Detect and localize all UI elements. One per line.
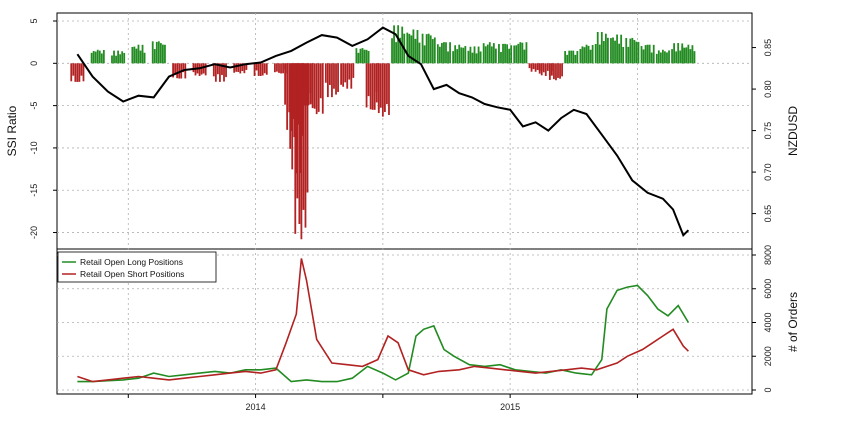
bottom-right-tick-label: 2000 (763, 346, 773, 366)
ssi-bars (70, 25, 696, 240)
bottom-right-tick-label: 4000 (763, 312, 773, 332)
orders-lines-group (77, 258, 690, 383)
legend-box (57, 251, 217, 283)
top-right-tick-label: 0.75 (763, 122, 773, 140)
x-tick-label: 2014 (246, 402, 266, 412)
price-line-group (76, 26, 690, 237)
nzdusd-price-line (76, 26, 690, 237)
legend-label-short: Retail Open Short Positions (80, 269, 184, 279)
legend: Retail Open Long Positions Retail Open S… (57, 251, 217, 283)
top-left-tick-label: -20 (29, 226, 39, 239)
retail-long-line (77, 284, 690, 383)
top-right-tick-label: 0.80 (763, 80, 773, 98)
y-axis-label-left: SSI Ratio (5, 105, 19, 156)
legend-label-long: Retail Open Long Positions (80, 257, 183, 267)
top-left-tick-label: -5 (29, 102, 39, 110)
bottom-right-tick-label: 8000 (763, 245, 773, 265)
top-right-tick-label: 0.70 (763, 163, 773, 181)
top-left-tick-label: 5 (29, 18, 39, 23)
x-tick-label: 2015 (500, 402, 520, 412)
top-right-tick-label: 0.65 (763, 205, 773, 223)
y-axis-label-orders: # of Orders (786, 292, 800, 352)
bottom-right-tick-label: 6000 (763, 279, 773, 299)
top-left-tick-label: -10 (29, 141, 39, 154)
bottom-right-tick-label: 0 (763, 387, 773, 392)
axis-ticks: 5 0 -5 -10 -15 -20 0.85 0.80 0.75 0.70 0.65 0 2000 40… (29, 18, 773, 412)
top-left-tick-label: 0 (29, 61, 39, 66)
bottom-panel-frame (56, 248, 753, 395)
retail-short-line (77, 258, 689, 383)
top-right-tick-label: 0.85 (763, 39, 773, 57)
y-axis-label-right: NZDUSD (786, 106, 800, 156)
top-left-tick-label: -15 (29, 184, 39, 197)
top-grid (57, 13, 752, 394)
